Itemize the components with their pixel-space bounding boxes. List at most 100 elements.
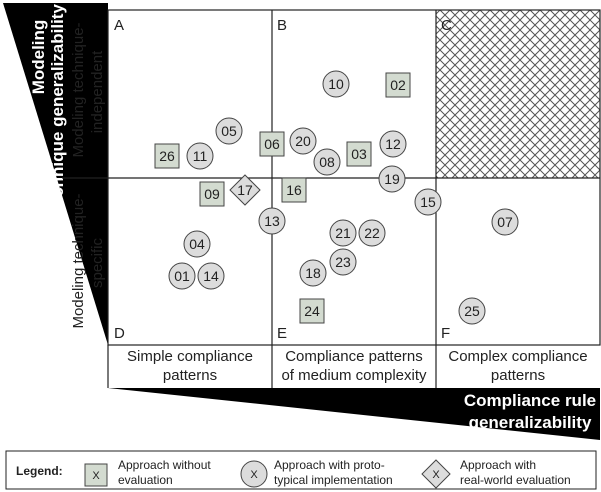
vertical-axis-title-line1: Modeling [29,20,48,95]
approach-id-label: 08 [319,154,335,170]
legend-item3-line1: Approach with [460,458,536,472]
cell-label-b: B [277,17,287,34]
approach-circle-shape [215,117,243,145]
approach-id-label: 14 [203,268,219,284]
legend-square-icon [84,463,108,487]
legend-square-symbol: X [92,470,100,482]
approach-diamond-shape [229,174,261,206]
approach-id-label: 05 [221,123,237,139]
approach-marker-26: 26 [154,143,180,169]
approach-id-label: 21 [335,225,351,241]
approach-id-label: 19 [384,171,400,187]
cell-label-e: E [277,325,287,342]
approach-marker-09: 09 [199,181,225,207]
approach-marker-13: 13 [258,207,286,235]
approach-id-label: 18 [305,265,321,281]
approach-id-label: 20 [295,133,311,149]
approach-circle-shape [329,248,357,276]
approach-id-label: 01 [174,268,190,284]
approach-marker-24: 24 [299,298,325,324]
column-label-medium-line2: of medium complexity [281,367,427,384]
approach-marker-01: 01 [168,262,196,290]
cell-label-d: D [114,325,125,342]
approach-circle-shape [414,188,442,216]
approach-marker-25: 25 [458,297,486,325]
approach-id-label: 12 [385,136,401,152]
column-label-simple-line1: Simple compliance [127,348,253,365]
legend-diamond-symbol: X [432,469,440,481]
legend-diamond-icon [421,459,451,489]
column-label-medium-line1: Compliance patterns [285,348,423,365]
approach-marker-23: 23 [329,248,357,276]
row-label-bottom-line2: specific [89,237,106,288]
approach-marker-15: 15 [414,188,442,216]
approach-marker-08: 08 [313,148,341,176]
legend-circle-symbol: X [250,469,258,481]
approach-id-label: 15 [420,194,436,210]
approach-marker-17: 17 [229,174,261,206]
approach-circle-shape [322,70,350,98]
approach-id-label: 26 [159,148,175,164]
approach-marker-18: 18 [299,259,327,287]
approach-circle-shape [378,165,406,193]
approach-circle-shape [299,259,327,287]
approach-circle-shape [313,148,341,176]
row-label-top-line1: Modeling technique- [70,22,87,157]
approach-circle-shape [379,130,407,158]
horizontal-axis-wedge [108,388,600,440]
approach-marker-06: 06 [259,131,285,157]
legend-item3-line2: real-world evaluation [460,473,571,487]
approach-id-label: 11 [193,148,208,164]
approach-circle-shape [183,230,211,258]
horizontal-axis-title-line1: Compliance rule [464,391,596,410]
approach-id-label: 04 [189,236,205,252]
approach-circle-shape [258,207,286,235]
approach-id-label: 07 [497,214,513,230]
approach-circle-shape [186,142,214,170]
approach-markers: 01 02 03 04 05 06 07 08 09 10 11 12 13 14 15 16 17 18 19 20… [154,70,519,325]
approach-marker-05: 05 [215,117,243,145]
row-label-bottom-line1: Modeling technique- [70,193,87,328]
approach-id-label: 06 [264,136,280,152]
legend-item1-line2: evaluation [118,473,173,487]
horizontal-axis-title-line2: generalizability [469,413,592,432]
legend-item2-line2: typical implementation [274,473,393,487]
approach-marker-02: 02 [385,72,411,98]
vertical-axis-title-line2: technique generalizability [48,4,67,212]
approach-marker-03: 03 [346,141,372,167]
legend-circle-icon [240,460,268,488]
approach-circle-shape [197,262,225,290]
approach-circle-shape [168,262,196,290]
approach-circle-shape [491,208,519,236]
approach-marker-21: 21 [329,219,357,247]
approach-marker-16: 16 [281,177,307,203]
approach-marker-20: 20 [289,127,317,155]
approach-id-label: 24 [304,303,320,319]
approach-id-label: 25 [464,303,480,319]
hatched-cell-c [436,10,600,178]
approach-id-label: 03 [351,146,367,162]
column-label-complex-line1: Complex compliance [448,348,587,365]
approach-id-label: 22 [364,225,380,241]
cell-label-a: A [114,17,124,34]
approach-id-label: 16 [286,182,302,198]
row-label-top-line2: independent [89,50,106,133]
legend-item1-line1: Approach without [118,458,211,472]
column-label-complex-line2: patterns [491,367,545,384]
approach-marker-04: 04 [183,230,211,258]
approach-square-shape [199,181,225,207]
column-label-simple-line2: patterns [163,367,217,384]
approach-id-label: 13 [264,213,280,229]
approach-marker-14: 14 [197,262,225,290]
cell-label-c: C [441,17,452,34]
approach-square-shape [299,298,325,324]
approach-circle-shape [329,219,357,247]
cell-label-f: F [441,325,450,342]
approach-square-shape [281,177,307,203]
legend-item2-line1: Approach with proto- [274,458,385,472]
approach-id-label: 02 [390,77,406,93]
approach-circle-shape [289,127,317,155]
approach-marker-22: 22 [358,219,386,247]
approach-id-label: 10 [328,76,344,92]
